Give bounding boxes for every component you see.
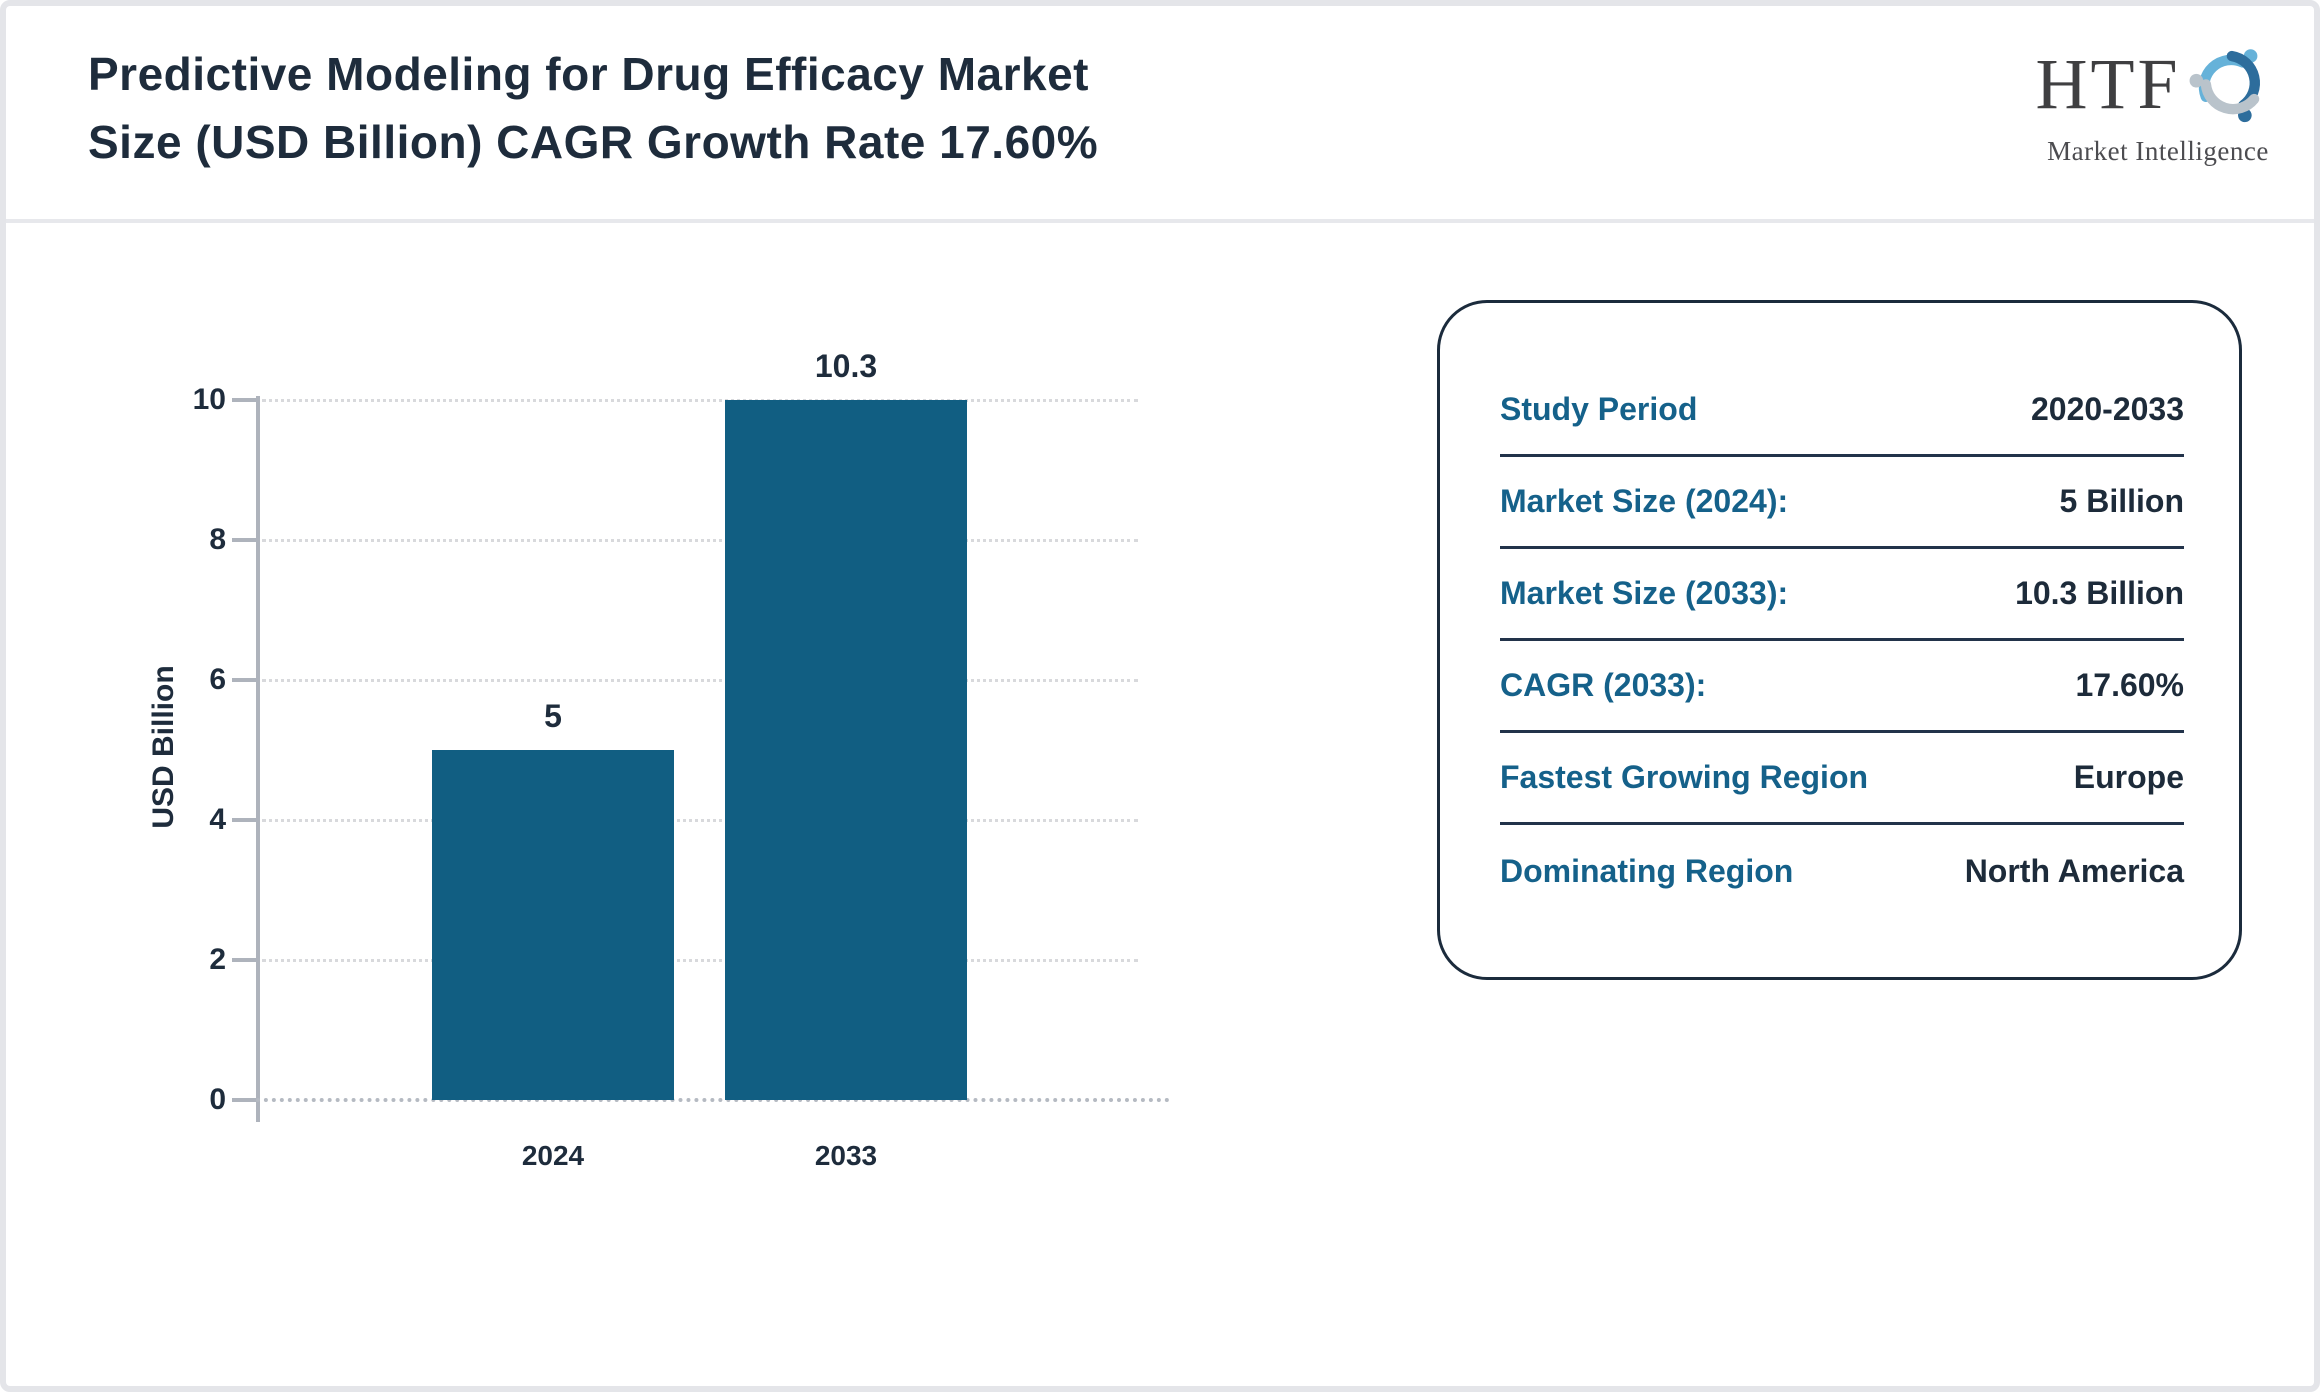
- y-tick-mark-4: [232, 818, 256, 822]
- y-tick-mark-6: [232, 678, 256, 682]
- panel-row-value: 5 Billion: [2059, 483, 2184, 519]
- panel-row: Fastest Growing Region Europe: [1500, 733, 2184, 825]
- panel-row-value: Europe: [2073, 759, 2184, 795]
- htf-logo-subtitle: Market Intelligence: [2047, 136, 2269, 166]
- y-tick-label-10: 10: [192, 383, 226, 416]
- header-divider: [6, 219, 2314, 223]
- info-panel: Study Period 2020-2033 Market Size (2024):…: [1437, 300, 2242, 980]
- gridline-4: [262, 819, 1138, 822]
- x-axis-baseline: [232, 1098, 1170, 1102]
- y-tick-mark-2: [232, 958, 256, 962]
- y-axis-line: [256, 396, 260, 1122]
- panel-row: Study Period 2020-2033: [1500, 365, 2184, 457]
- panel-row: Market Size (2033): 10.3 Billion: [1500, 549, 2184, 641]
- panel-row: CAGR (2033): 17.60%: [1500, 641, 2184, 733]
- y-tick-mark-8: [232, 538, 256, 542]
- page-title-line-2: Size (USD Billion) CAGR Growth Rate 17.6…: [88, 116, 1099, 168]
- panel-row-label: Market Size (2024):: [1500, 483, 1789, 519]
- panel-row-value: 2020-2033: [2030, 391, 2184, 427]
- page-title-line-1: Predictive Modeling for Drug Efficacy Ma…: [88, 48, 1090, 100]
- panel-row-value: 10.3 Billion: [2015, 575, 2184, 611]
- y-tick-mark-10: [232, 398, 256, 402]
- gridline-10: [262, 399, 1138, 402]
- y-tick-mark-0: [232, 1098, 256, 1102]
- gridline-6: [262, 679, 1138, 682]
- header: Predictive Modeling for Drug Efficacy Ma…: [0, 0, 2320, 219]
- htf-logo-text: HTF: [2035, 44, 2181, 124]
- panel-row-label: Market Size (2033):: [1500, 575, 1789, 611]
- x-tick-label-2033: 2033: [814, 1140, 878, 1171]
- x-tick-label-2024: 2024: [521, 1140, 585, 1171]
- bar-value-label-2033: 10.3: [814, 348, 878, 384]
- bar-2024: [432, 750, 674, 1100]
- bar-2033: [725, 400, 967, 1100]
- panel-row-value: 17.60%: [2075, 667, 2184, 703]
- y-tick-label-4: 4: [209, 803, 226, 836]
- panel-row-value: North America: [1964, 852, 2184, 889]
- gridline-2: [262, 959, 1138, 962]
- page-title: Predictive Modeling for Drug Efficacy Ma…: [88, 40, 1448, 176]
- htf-logo: HTF Market Intelligence: [2018, 34, 2298, 167]
- y-tick-label-6: 6: [209, 663, 226, 696]
- y-tick-label-0: 0: [209, 1083, 226, 1116]
- panel-row-label: Fastest Growing Region: [1500, 759, 1869, 795]
- panel-row-label: CAGR (2033):: [1500, 667, 1707, 703]
- y-tick-label-2: 2: [209, 943, 226, 976]
- gridline-8: [262, 539, 1138, 542]
- htf-logo-swirl-icon: [2189, 49, 2260, 123]
- panel-row-label: Study Period: [1500, 391, 1698, 427]
- panel-row-label: Dominating Region: [1500, 852, 1794, 889]
- htf-logo-top: HTF: [2018, 34, 2298, 134]
- panel-row: Market Size (2024): 5 Billion: [1500, 457, 2184, 549]
- bar-chart-plot-area: 0 2 4 6 8 10 5 2024 10.3 2033: [193, 348, 1170, 1171]
- bar-value-label-2024: 5: [544, 698, 562, 734]
- panel-row: Dominating Region North America: [1500, 825, 2184, 917]
- y-tick-label-8: 8: [209, 523, 226, 556]
